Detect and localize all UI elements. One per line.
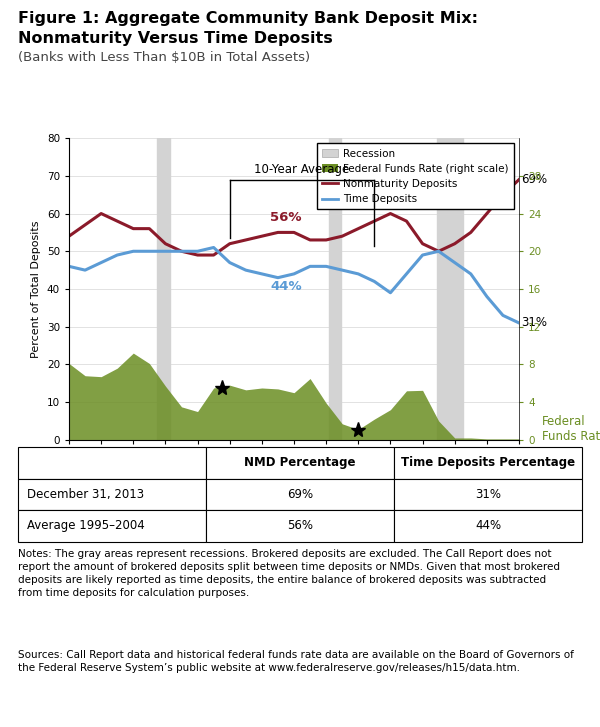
Bar [329,138,341,440]
Text: Sources: Call Report data and historical federal funds rate data are available o: Sources: Call Report data and historical… [18,650,574,673]
Text: 44%: 44% [270,280,302,292]
Text: 10-Year Average: 10-Year Average [254,163,350,176]
Text: (Banks with Less Than $10B in Total Assets): (Banks with Less Than $10B in Total Asse… [18,51,310,64]
Text: 69%: 69% [521,173,548,186]
Text: 31%: 31% [521,316,547,329]
Text: Nonmaturity Versus Time Deposits: Nonmaturity Versus Time Deposits [18,31,333,46]
Bar [437,138,463,440]
Y-axis label: Federal
Funds Rate: Federal Funds Rate [542,415,600,443]
Bar [157,138,170,440]
Text: 56%: 56% [270,211,302,224]
Legend: Recession, Federal Funds Rate (right scale), Nonmaturity Deposits, Time Deposits: Recession, Federal Funds Rate (right sca… [317,143,514,209]
Y-axis label: Percent of Total Deposits: Percent of Total Deposits [31,220,41,358]
Text: Figure 1: Aggregate Community Bank Deposit Mix:: Figure 1: Aggregate Community Bank Depos… [18,11,478,26]
Text: Notes: The gray areas represent recessions. Brokered deposits are excluded. The : Notes: The gray areas represent recessio… [18,549,560,598]
